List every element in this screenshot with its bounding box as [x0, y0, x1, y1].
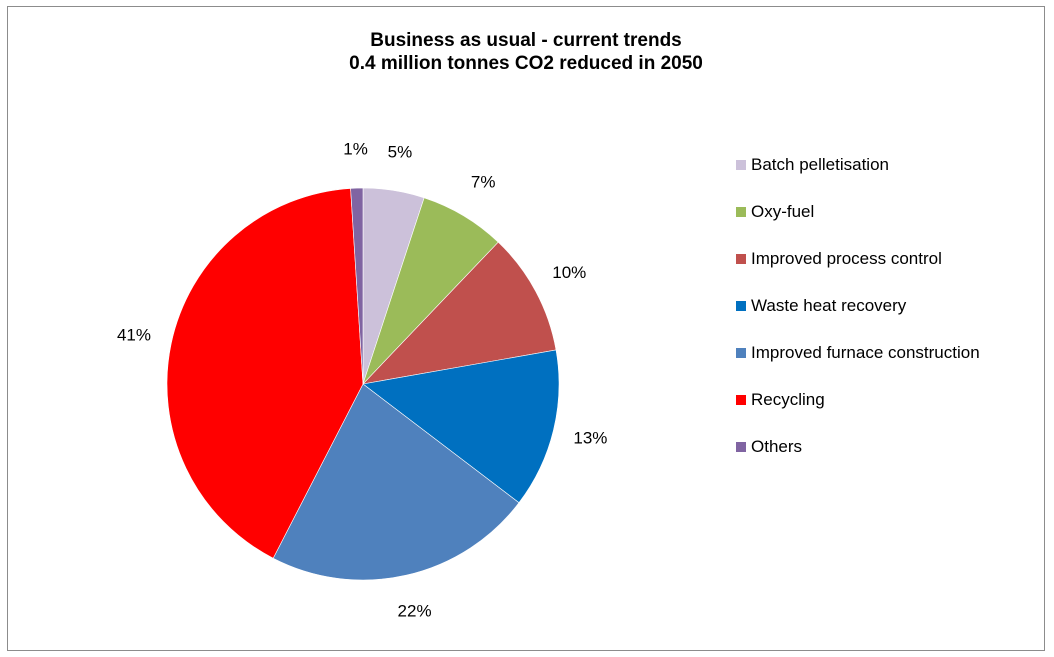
pie-slice-improved-process-control	[362, 241, 557, 385]
legend-swatch	[736, 301, 746, 311]
chart-subtitle: 0.4 million tonnes CO2 reduced in 2050	[349, 53, 703, 74]
data-label-improved-furnace-construction: 22%	[398, 602, 432, 621]
chart-title: Business as usual - current trends 0.4 m…	[8, 29, 1044, 75]
legend-label: Improved furnace construction	[751, 343, 980, 362]
data-label-oxy-fuel: 7%	[471, 173, 496, 192]
data-label-improved-process-control: 10%	[552, 263, 586, 282]
legend-swatch	[736, 207, 746, 217]
legend-label: Waste heat recovery	[751, 296, 907, 315]
legend-label: Improved process control	[751, 249, 942, 268]
pie-chart: 5% 7% 10% 13% 22% 41% 1%	[117, 140, 607, 621]
chart-area: Business as usual - current trends 0.4 m…	[7, 6, 1045, 651]
pie-slice-recycling	[166, 188, 364, 559]
data-label-others: 1%	[343, 140, 368, 159]
legend-label: Oxy-fuel	[751, 202, 815, 221]
legend-item-improved-process-control: Improved process control	[736, 247, 942, 271]
pie-slice-others	[350, 187, 364, 385]
data-label-recycling: 41%	[117, 326, 151, 345]
pie-slice-waste-heat-recovery	[362, 349, 560, 504]
legend-label: Others	[751, 437, 803, 456]
legend-swatch	[736, 348, 746, 358]
legend-swatch	[736, 254, 746, 264]
legend-item-others: Others	[736, 435, 802, 459]
legend-swatch	[736, 395, 746, 405]
legend-item-oxy-fuel: Oxy-fuel	[736, 200, 814, 224]
legend-swatch	[736, 442, 746, 452]
legend-label: Recycling	[751, 390, 825, 409]
pie-slice-improved-furnace-construction	[272, 383, 520, 581]
data-label-waste-heat-recovery: 13%	[573, 429, 607, 448]
legend-label: Batch pelletisation	[751, 155, 889, 174]
legend-swatch	[736, 160, 746, 170]
data-label-batch-pelletisation: 5%	[388, 142, 413, 161]
legend-item-waste-heat-recovery: Waste heat recovery	[736, 294, 906, 318]
legend-item-batch-pelletisation: Batch pelletisation	[736, 153, 889, 177]
legend-item-improved-furnace-construction: Improved furnace construction	[736, 341, 980, 365]
chart-title-line-1: Business as usual - current trends	[370, 30, 682, 51]
legend-item-recycling: Recycling	[736, 388, 825, 412]
